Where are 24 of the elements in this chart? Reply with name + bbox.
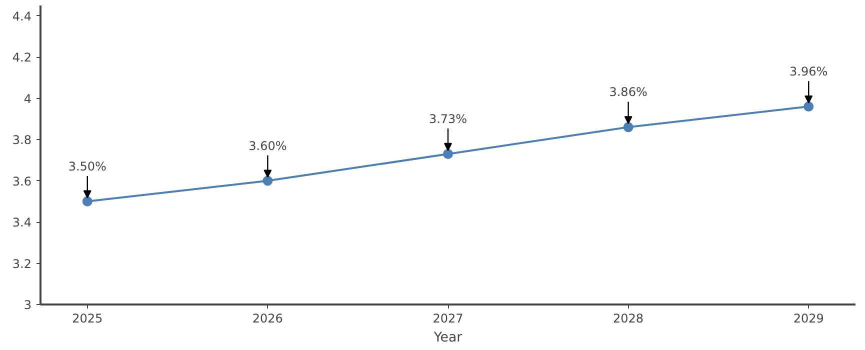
- point: [623, 122, 634, 132]
- data-label: 3.96%: [790, 64, 828, 79]
- x-tick-label: 2026: [252, 312, 283, 326]
- y-tick-label: 3.4: [12, 216, 32, 230]
- y-tick-label: 3: [24, 298, 32, 312]
- point: [262, 176, 273, 186]
- x-axis-title: Year: [432, 330, 463, 346]
- point: [82, 196, 92, 206]
- x-tick-label: 2027: [432, 312, 464, 326]
- x-tick-label: 2029: [793, 312, 824, 326]
- data-label: 3.50%: [68, 159, 106, 174]
- point: [804, 102, 814, 112]
- y-tick-label: 4.2: [12, 50, 32, 65]
- data-label: 3.86%: [609, 85, 648, 100]
- y-tick-label: 3.8: [12, 133, 32, 148]
- point: [443, 148, 453, 159]
- data-label: 3.73%: [428, 112, 468, 126]
- x-tick-label: 2025: [72, 312, 103, 326]
- x-tick-label: 2028: [613, 312, 644, 326]
- y-tick-label: 3.2: [12, 256, 32, 271]
- y-tick-label: 4.4: [12, 9, 32, 24]
- y-tick-label: 4: [24, 92, 32, 106]
- data-label: 3.60%: [248, 138, 287, 153]
- y-tick-label: 3.6: [12, 174, 32, 188]
